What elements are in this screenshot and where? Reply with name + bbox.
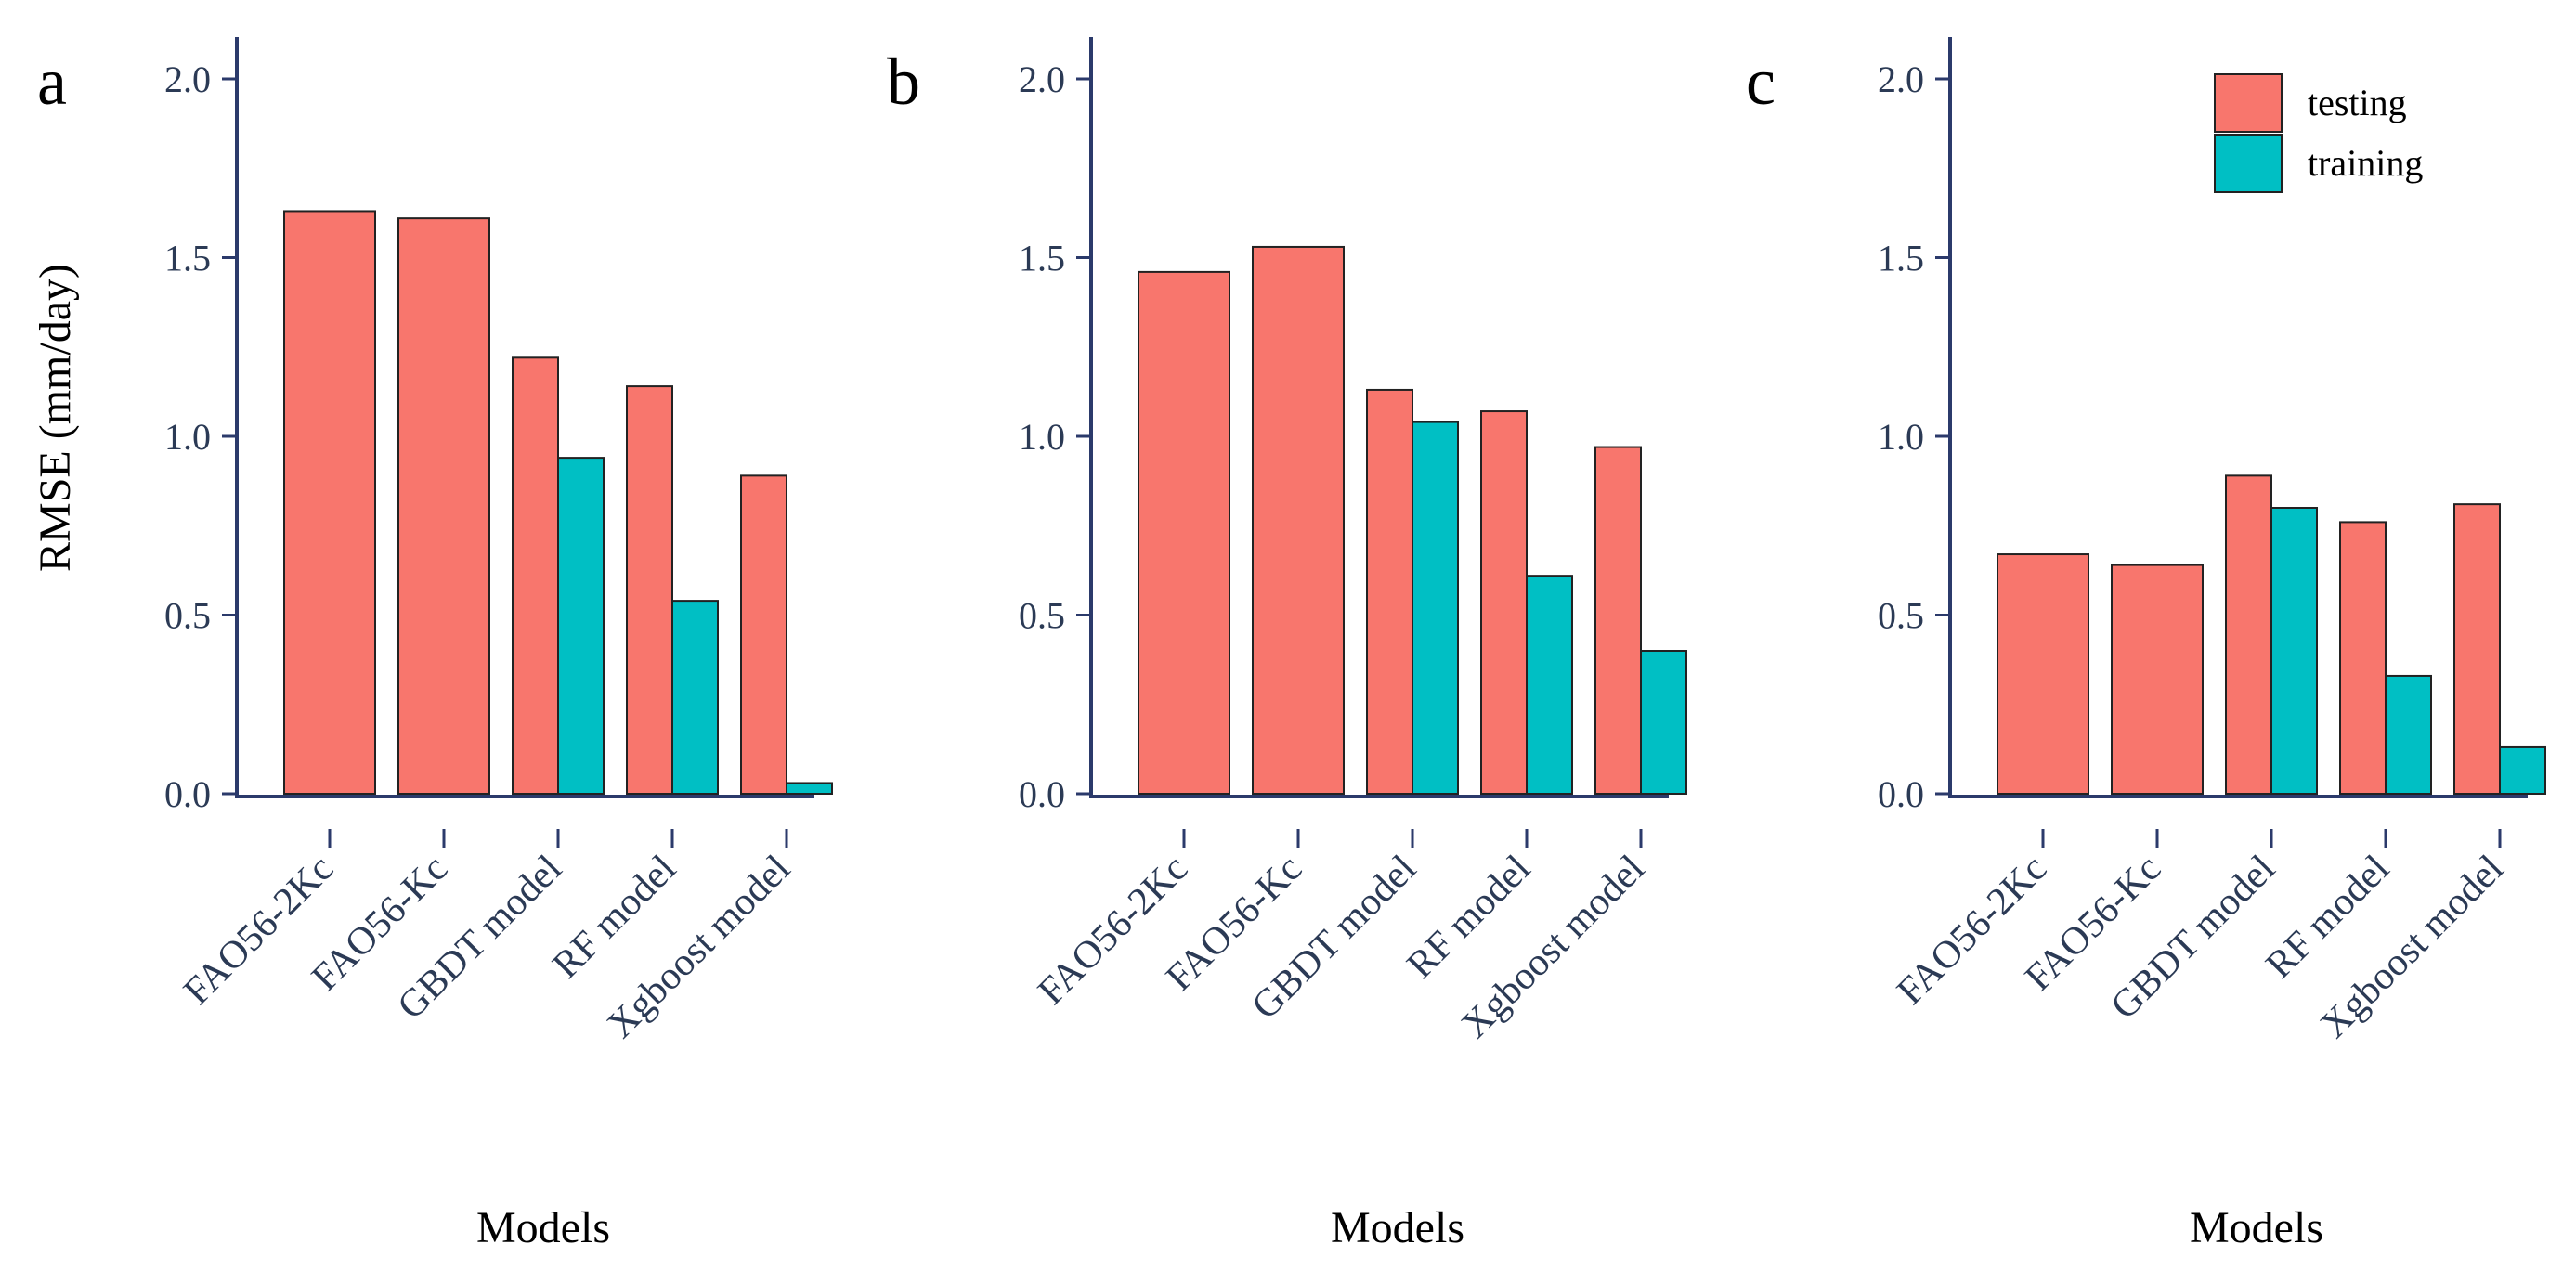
bar-training [2270, 507, 2318, 795]
y-tick-label: 1.0 [1019, 416, 1065, 458]
bar-testing [1594, 446, 1642, 795]
y-tick-label: 0.5 [1878, 595, 1924, 637]
bar-testing [1138, 270, 1230, 795]
bar-testing [283, 210, 376, 795]
y-tick-label: 1.5 [1019, 238, 1065, 279]
bar-testing [1997, 553, 2089, 795]
bar-training [671, 600, 719, 795]
y-tick-label: 2.0 [1019, 58, 1065, 100]
legend-swatch-testing [2214, 73, 2283, 133]
y-tick-label: 2.0 [1878, 58, 1924, 100]
y-tick-label: 1.5 [1878, 238, 1924, 279]
bar-testing [397, 217, 490, 795]
panel-letter: c [1746, 45, 1776, 119]
y-tick-label: 0.0 [1878, 773, 1924, 815]
x-tick-label: FAO56-2Kc [1030, 848, 1196, 1014]
bar-training [557, 457, 605, 795]
bar-training [786, 782, 833, 796]
y-axis-title: RMSE (mm/day) [31, 264, 80, 572]
panel-letter: a [37, 45, 67, 119]
y-tick-label: 1.0 [164, 416, 211, 458]
bar-testing [2111, 564, 2204, 795]
bar-training [2385, 674, 2432, 796]
bar-training [1412, 421, 1459, 795]
y-tick-label: 0.5 [164, 595, 211, 637]
y-tick-label: 0.0 [1019, 773, 1065, 815]
bar-testing [1366, 388, 1413, 795]
bar-testing [740, 474, 787, 795]
bar-testing [2225, 474, 2272, 795]
y-tick-label: 1.0 [1878, 416, 1924, 458]
x-tick-label: FAO56-2Kc [1889, 848, 2055, 1014]
legend-swatch-training [2214, 134, 2283, 193]
legend-label-testing: testing [2308, 82, 2407, 123]
bar-testing [512, 356, 559, 795]
bar-testing [2339, 521, 2387, 796]
legend-label-training: training [2308, 142, 2423, 184]
y-tick-label: 1.5 [164, 238, 211, 279]
bar-testing [626, 385, 673, 795]
x-tick-label: FAO56-2Kc [176, 848, 342, 1014]
y-tick-label: 2.0 [164, 58, 211, 100]
y-tick-label: 0.5 [1019, 595, 1065, 637]
bar-testing [2453, 503, 2501, 796]
y-tick-label: 0.0 [164, 773, 211, 815]
bar-testing [1252, 245, 1345, 795]
x-axis-title: Models [476, 1203, 610, 1252]
bar-training [1526, 575, 1573, 796]
x-axis-title: Models [1331, 1203, 1464, 1252]
bar-training [2499, 745, 2546, 796]
bar-testing [1480, 410, 1528, 795]
bar-training [1640, 650, 1687, 795]
legend: testing training [2214, 73, 2423, 193]
panel-letter: b [887, 45, 920, 119]
x-axis-title: Models [2190, 1203, 2323, 1252]
